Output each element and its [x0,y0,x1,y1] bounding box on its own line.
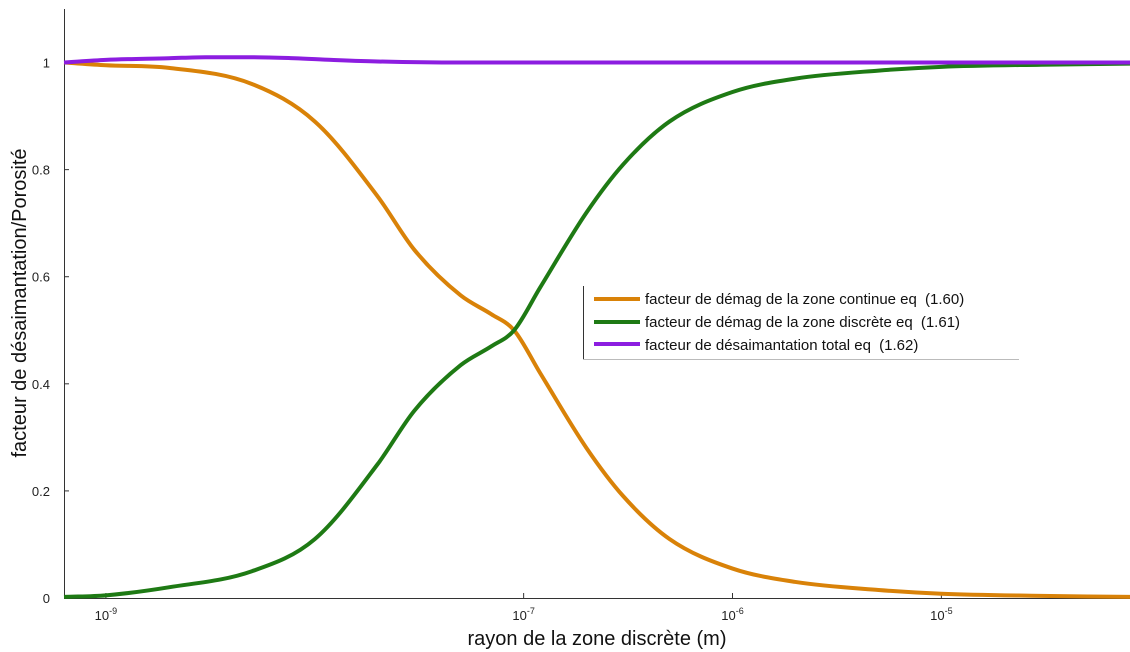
legend-label-discrete-eq: (1.61) [921,314,960,331]
x-tick-base: 10 [95,608,109,623]
x-tick-label: 10-9 [95,606,117,623]
y-tick-label: 0.6 [32,270,50,285]
legend-label-continue-eq: (1.60) [925,291,964,308]
x-axis-title: rayon de la zone discrète (m) [467,628,726,650]
x-tick-group: 10-9 10-7 10-6 10-5 [95,593,953,623]
plot-area [64,9,1130,599]
legend-label-discrete: facteur de démag de la zone discrète eq … [645,314,960,331]
y-tick-group: 0 0.2 0.4 0.6 0.8 1 [32,56,69,606]
x-tick-base: 10 [512,608,526,623]
series-line-continue [63,60,1130,599]
x-tick-label: 10-6 [721,606,743,623]
x-tick-exponent: -7 [527,606,535,616]
legend-label-discrete-name: facteur de démag de la zone discrète eq [645,314,913,331]
y-tick-label: 0.8 [32,163,50,178]
legend-label-total-name: facteur de désaimantation total eq [645,337,871,354]
series-layer [63,55,1130,599]
x-tick-exponent: -9 [109,606,117,616]
y-tick-label: 0 [43,591,50,606]
x-tick-exponent: -5 [945,606,953,616]
series-line-total [63,55,1130,65]
legend-label-total-eq: (1.62) [879,337,918,354]
x-tick-base: 10 [930,608,944,623]
y-tick-label: 0.4 [32,377,50,392]
x-tick-label: 10-5 [930,606,952,623]
legend-label-total: facteur de désaimantation total eq (1.62… [645,337,918,354]
legend: facteur de démag de la zone continue eq … [583,286,1019,360]
series-line-discrete [63,61,1130,599]
y-tick-label: 0.2 [32,484,50,499]
legend-box [583,286,1019,359]
x-tick-label: 10-7 [512,606,534,623]
x-tick-base: 10 [721,608,735,623]
legend-label-continue-name: facteur de démag de la zone continue eq [645,291,917,308]
y-axis-title: facteur de désaimantation/Porosité [9,148,31,457]
legend-label-continue: facteur de démag de la zone continue eq … [645,291,964,308]
x-tick-exponent: -6 [736,606,744,616]
y-tick-label: 1 [43,56,50,71]
